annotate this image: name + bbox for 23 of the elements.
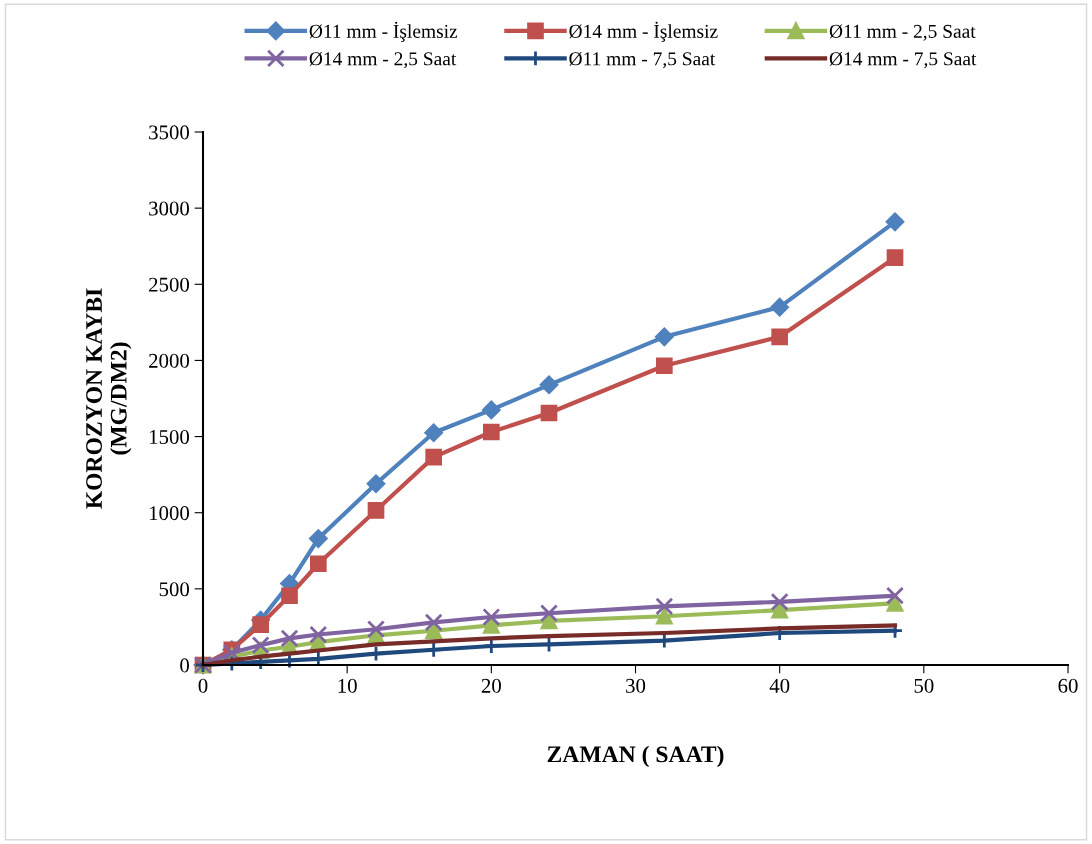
legend-label: Ø11 mm - İşlemsiz xyxy=(309,21,458,42)
legend-label: Ø14 mm - İşlemsiz xyxy=(569,21,718,42)
y-tick-label: 1500 xyxy=(149,429,190,444)
y-tick-label: 2500 xyxy=(149,277,190,292)
x-tick-label: 60 xyxy=(1058,678,1078,693)
legend-label: Ø11 mm - 7,5 Saat xyxy=(569,51,716,69)
y-tick-label: 2000 xyxy=(149,353,190,368)
x-axis-title: ZAMAN ( SAAT) xyxy=(547,745,724,768)
x-tick-label: 50 xyxy=(914,678,934,693)
legend-label: Ø14 mm - 2,5 Saat xyxy=(309,51,457,69)
x-tick-label: 40 xyxy=(769,678,790,693)
y-tick-label: 1000 xyxy=(149,506,190,521)
x-tick-label: 20 xyxy=(481,678,501,693)
x-tick-label: 30 xyxy=(626,678,646,693)
x-tick-label: 0 xyxy=(198,678,208,693)
y-tick-label: 3000 xyxy=(149,201,190,216)
y-tick-label: 500 xyxy=(159,582,190,597)
x-tick-label: 10 xyxy=(338,678,357,693)
y-tick-label: 3500 xyxy=(149,125,190,140)
y-tick-label: 0 xyxy=(180,658,190,673)
y-axis-title: KOROZYON KAYBI (MG/DM2) xyxy=(86,288,132,509)
legend-label: Ø14 mm - 7,5 Saat xyxy=(829,51,977,69)
legend-label: Ø11 mm - 2,5 Saat xyxy=(829,24,976,41)
